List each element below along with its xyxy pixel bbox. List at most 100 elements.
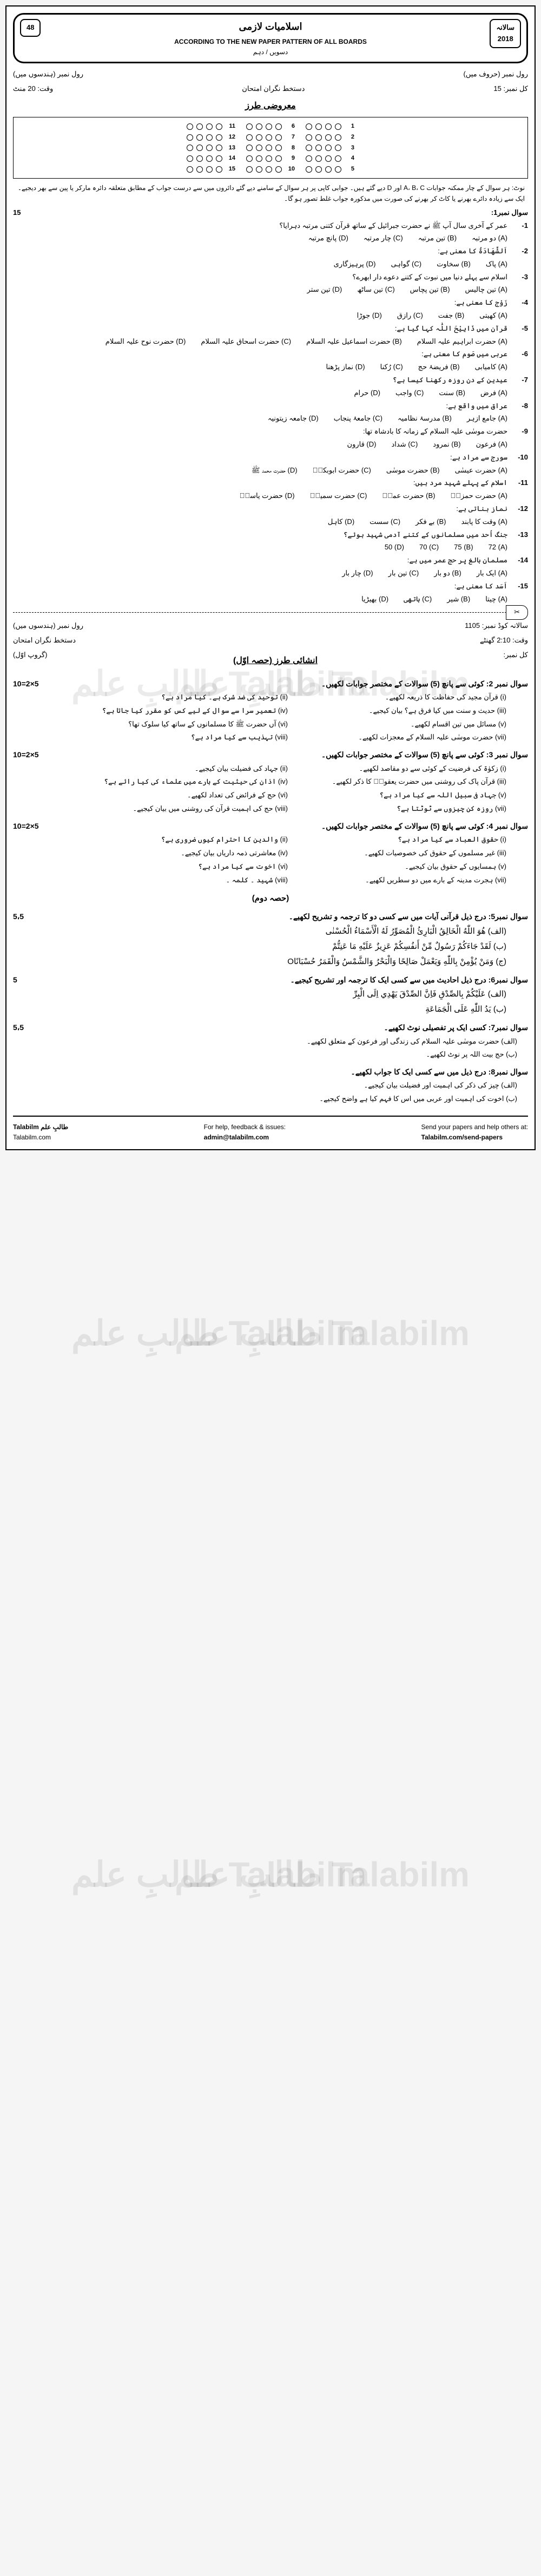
mcq-option: (B) شیر [447,594,470,605]
roll-urdu: رول نمبر (ہندسوں میں) [13,69,83,80]
mcq-option: (A) حضرت حمزہؓ [450,490,507,502]
omr-bubble [315,134,322,141]
omr-bubble [246,155,253,162]
omr-bubble [246,166,253,173]
mcq-option: (B) نمرود [433,439,460,450]
mcq-row: 11-اسلام کے پہلے شہید مرد ہیں: [13,477,528,489]
omr-bubble [266,134,272,141]
sub-question: (viii) تہذیب سے کیا مراد ہے؟ [82,732,288,743]
time-label: وقت: 20 منٹ [13,83,53,95]
mcq-text: حضرت موسٰی علیہ السلام کے زمانہ کا بادشا… [13,426,507,437]
sub-question: (ii) توحید کی ضد شرک ہے۔ کیا مراد ہے؟ [82,692,288,703]
q2-text: سوال نمبر 2: کوئی سے پانچ (5) سوالات کے … [321,678,528,690]
mcq-text: نماز بناتی ہے: [13,503,507,515]
class-label: دسویں / دہم [19,47,522,57]
sub-question: (vi) حج کے فرائض کی تعداد لکھیے۔ [82,790,288,801]
q7-a-text: (الف) حضرت موسٰی علیہ السلام کی زندگی او… [307,1036,517,1047]
mcq-option: (D) تین ستر [307,284,342,296]
footer-email: admin@talabilm.com [204,1132,286,1143]
mcq-option: (D) قارون [347,439,377,450]
mcq-text: عیدین کے دن روزہ رکھنا کیسا ہے؟ [13,375,507,386]
omr-bubble [256,145,262,151]
omr-bubble [275,123,282,130]
omr-number: 9 [285,154,295,163]
mcq-number: 6- [512,349,528,360]
q4-heading: سوال نمبر 4: کوئی سے پانچ (5) سوالات کے … [13,820,528,832]
mcq-options: (A) پاک(B) سخاوت(C) گواہی(D) پرہیزگاری [13,259,507,270]
sub-question: (viii) شہید ۔ کلمہ ۔ [82,875,288,886]
footer: Talabilm طالبِ علم Talabilm.com For help… [13,1116,528,1143]
omr-bubble [246,145,253,151]
mcq-option: (B) فریضۂ حج [418,362,460,373]
q8-text: سوال نمبر8: درج ذیل میں سے کسی ایک کا جو… [351,1066,528,1078]
omr-bubble [306,145,312,151]
footer-brand: Talabilm طالبِ علم [13,1122,68,1132]
mcq-options-row: (A) کھیتی(B) جفت(C) رازق(D) جوڑا [13,310,528,322]
sub-question: (v) ہمسایوں کے حقوق بیان کیجیے۔ [301,861,506,873]
mcq-row: 7-عیدین کے دن روزہ رکھنا کیسا ہے؟ [13,375,528,386]
mcq-text: قرآن میں ذَابِیْحَ اللّٰہ کہا گیا ہے: [13,323,507,335]
omr-number: 11 [226,122,235,132]
omr-row: 4 [306,154,354,163]
mcq-option: (A) جامع ازہر [467,413,507,424]
mcq-option: (A) حضرت ابراہیم علیہ السلام [417,336,507,348]
mcq-options-row: (A) 72(B) 75(C) 70(D) 50 [13,542,528,553]
q7-b-text: (ب) حج بیت اللہ پر نوٹ لکھیے۔ [426,1049,517,1060]
sub-question: (vii) ہجرت مدینہ کے بارے میں دو سطریں لک… [301,875,506,886]
mcq-option: (A) دو مرتبہ [472,233,507,244]
omr-bubble [187,123,193,130]
sub-question: (iii) غیر مسلموں کے حقوق کی خصوصیات لکھی… [301,848,506,859]
omr-row: 13 [187,143,235,153]
q1-marks: 15 [13,207,21,219]
mcq-row: 5- قرآن میں ذَابِیْحَ اللّٰہ کہا گیا ہے: [13,323,528,335]
omr-number: 4 [345,154,354,163]
sub-question: (vii) حضرت موسٰی علیہ السلام کے معجزات ل… [301,732,506,743]
mcq-option: (A) تین چالیس [465,284,507,296]
mcq-option: (D) جامعہ زیتونیہ [268,413,319,424]
mcq-number: 8- [512,401,528,412]
mcq-number: 10- [512,452,528,463]
mcq-text: جنگ اُحد میں مسلمانوں کے کتنے آدمی شہید … [13,529,507,541]
mcq-text: زَوْج کا معنی ہے: [13,297,507,309]
q6-a: (الف) عَلَيْكُمْ بِالصِّدْقِ فَاِنَّ الص… [35,988,506,1001]
omr-bubble [216,145,222,151]
omr-column: 1112131415 [187,122,235,174]
year-value: 2018 [496,34,514,45]
omr-bubble [187,134,193,141]
omr-bubble [306,155,312,162]
q3-items: (i) زکوٰۃ کی فرضیت کے کوئی سے دو مقاصد ل… [13,763,506,815]
sub-question: (v) جہاد فی سبیل اللہ سے کیا مراد ہے؟ [301,790,506,801]
mcq-options-row: (A) تین چالیس(B) تین پچاس(C) تین ساٹھ(D)… [13,284,528,296]
mcq-option: (B) 75 [454,542,473,553]
omr-bubble [306,123,312,130]
q6-text: سوال نمبر6: درج ذیل احادیث میں سے کسی ای… [291,974,528,986]
omr-bubble [187,166,193,173]
mcq-options: (A) کھیتی(B) جفت(C) رازق(D) جوڑا [13,310,507,322]
omr-bubble [246,134,253,141]
total-marks: کل نمبر: 15 [493,83,528,95]
number-badge: 48 [20,19,41,37]
mcq-options-row: (A) وقت کا پابند(B) بے فکر(C) سست(D) کاہ… [13,516,528,528]
sub-question: (ii) جہاد کی فضیلت بیان کیجیے۔ [82,763,288,775]
part2-sign: دستخط نگران امتحان [13,635,76,646]
roll-words: رول نمبر (حروف میں) [464,69,528,80]
mcq-option: (A) وقت کا پابند [461,516,507,528]
q4-items: (i) حقوق العباد سے کیا مراد ہے؟(ii) والد… [13,834,506,886]
sub-question: (iv) تعمیر سرا سے سوال کے لیے کس کو مقرر… [82,705,288,717]
mcq-option: (B) حضرت اسماعیل علیہ السلام [306,336,402,348]
part2-meta-1: سالانہ کوڈ نمبر: 1105 رول نمبر (ہندسوں م… [13,620,528,632]
omr-bubble [315,145,322,151]
part2-code: سالانہ کوڈ نمبر: 1105 [465,620,528,632]
mcq-options: (A) حضرت عیسٰی(B) حضرت موسٰی(C) حضرت ابو… [13,465,507,476]
omr-number: 10 [285,165,295,174]
omr-number: 13 [226,143,235,153]
mcq-options-row: (A) پاک(B) سخاوت(C) گواہی(D) پرہیزگاری [13,259,528,270]
mcq-options-row: (A) فرض(B) سنت(C) واجب(D) حرام [13,388,528,399]
omr-bubble [275,145,282,151]
q2-items: (i) قرآن مجید کی حفاظت کا ذریعہ لکھیے۔(i… [13,692,506,743]
omr-bubble [275,134,282,141]
omr-bubble [256,123,262,130]
omr-bubble [196,166,203,173]
q3-marks: 5×2=10 [13,749,39,761]
mcq-number: 5- [512,323,528,335]
